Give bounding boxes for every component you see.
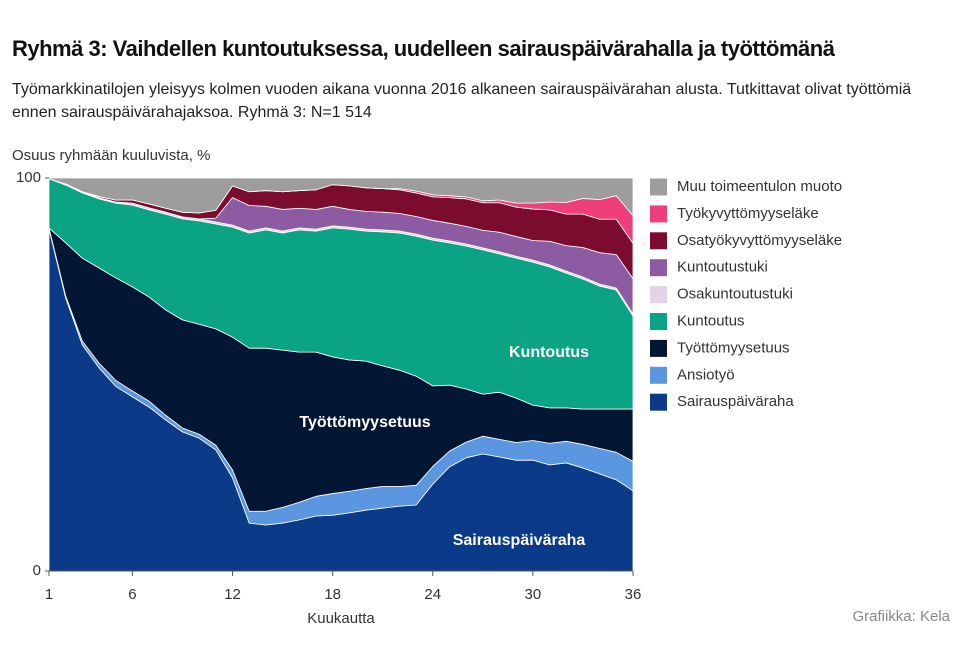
legend-label: Osatyökyvyttömyyseläke xyxy=(677,232,842,249)
legend-label: Kuntoutus xyxy=(677,312,745,329)
legend-swatch xyxy=(650,178,667,196)
x-axis-label: Kuukautta xyxy=(307,610,375,627)
x-tick-label: 24 xyxy=(424,586,441,603)
legend-swatch xyxy=(650,205,667,223)
chart-title: Ryhmä 3: Vaihdellen kuntoutuksessa, uude… xyxy=(12,36,835,61)
area xyxy=(48,177,634,217)
legend-label: Muu toimeentulon muoto xyxy=(677,178,842,195)
legend-swatch xyxy=(650,232,667,250)
legend-swatch xyxy=(650,286,667,304)
legend-swatch xyxy=(650,366,667,384)
area-label: Työttömyysetuus xyxy=(299,414,430,431)
x-tick-label: 30 xyxy=(525,586,542,603)
legend-label: Kuntoutustuki xyxy=(677,259,768,276)
legend-swatch xyxy=(650,259,667,277)
x-tick-label: 18 xyxy=(324,586,341,603)
legend-swatch xyxy=(650,339,667,357)
legend-swatch xyxy=(650,313,667,330)
y-tick-label: 0 xyxy=(33,562,41,579)
chart-subtitle: Työmarkkinatilojen yleisyys kolmen vuode… xyxy=(12,81,912,121)
area-label: Sairauspäiväraha xyxy=(453,532,586,549)
y-tick-label: 100 xyxy=(16,169,41,186)
legend-label: Sairauspäiväraha xyxy=(677,393,794,410)
x-tick-label: 6 xyxy=(128,586,136,603)
y-axis-label: Osuus ryhmään kuuluvista, % xyxy=(12,147,210,164)
legend-label: Osakuntoutustuki xyxy=(677,286,793,303)
x-tick-label: 36 xyxy=(625,586,642,603)
legend-label: Työkyvyttömyyseläke xyxy=(677,205,819,222)
x-tick-label: 12 xyxy=(224,586,241,603)
area-label: Kuntoutus xyxy=(509,344,589,361)
legend-swatch xyxy=(650,393,667,411)
legend-label: Työttömyysetuus xyxy=(677,339,790,356)
legend-label: Ansiotyö xyxy=(677,366,735,383)
source: Grafiikka: Kela xyxy=(852,608,950,625)
x-tick-label: 1 xyxy=(45,586,53,603)
